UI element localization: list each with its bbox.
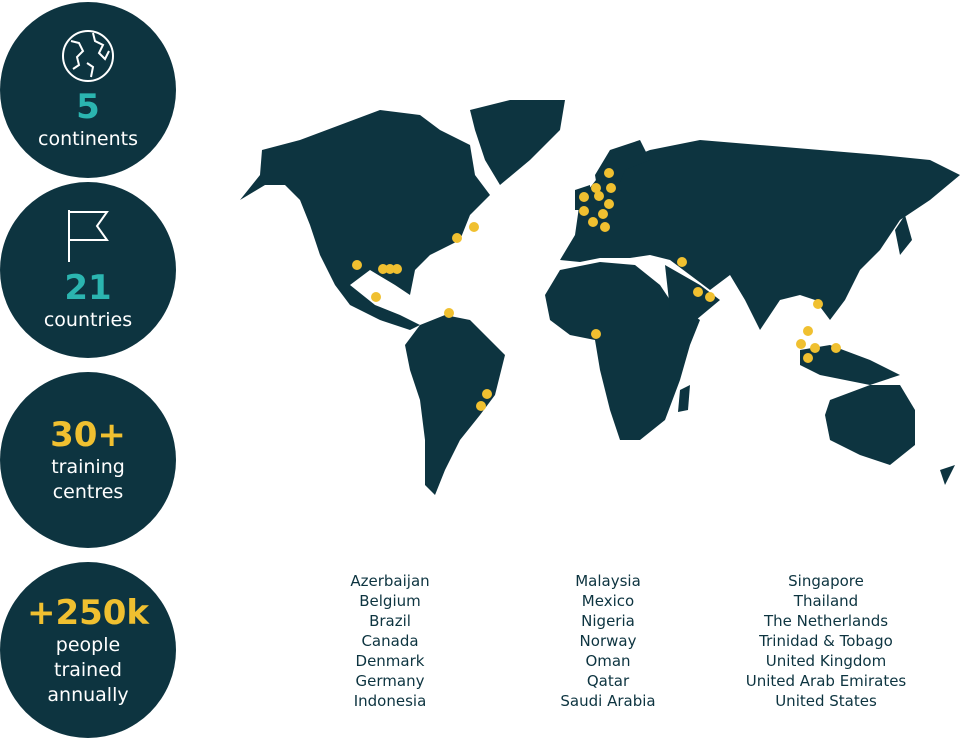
country-name: Thailand [793, 592, 859, 610]
country-name: Qatar [586, 672, 630, 690]
stat-label: training [51, 456, 125, 478]
stat-label: countries [43, 308, 133, 331]
country-name: Norway [579, 632, 637, 650]
stat-value: 5 [76, 86, 100, 127]
country-name: Belgium [359, 592, 421, 610]
country-name: United States [775, 692, 877, 710]
stat-value: +250k [26, 592, 150, 633]
country-name: Mexico [581, 592, 635, 610]
stat-circle: +250k people trained annually [0, 562, 176, 738]
country-name: Azerbaijan [350, 572, 430, 590]
land [240, 100, 960, 495]
world-map [240, 100, 960, 495]
country-name: Singapore [788, 572, 864, 590]
globe-icon [62, 29, 114, 82]
stat-label: annually [47, 683, 129, 706]
stat-value: 21 [64, 267, 112, 308]
country-name: Malaysia [575, 572, 641, 590]
location-dots [352, 168, 841, 411]
country-name: Saudi Arabia [560, 692, 656, 710]
stat-label: continents [38, 127, 138, 150]
stat-value: 30+ [50, 415, 126, 455]
country-name: United Arab Emirates [745, 672, 907, 690]
country-name: Nigeria [581, 612, 635, 630]
country-name: Denmark [355, 652, 425, 670]
country-column: Azerbaijan Belgium Brazil Canada Denmark Germ… [280, 571, 500, 711]
country-name: The Netherlands [763, 612, 889, 630]
stat-circle: 30+ training centres [0, 372, 176, 548]
country-name: Indonesia [353, 692, 427, 710]
stat-label: trained [54, 658, 122, 681]
stat-circle: 21 countries [0, 182, 176, 358]
country-column: Malaysia Mexico Nigeria Norway Oman Qatar Saud… [498, 571, 718, 711]
flag-icon [68, 209, 109, 262]
country-name: Trinidad & Tobago [759, 632, 893, 650]
country-name: United Kingdom [765, 652, 887, 670]
country-name: Canada [361, 632, 419, 650]
stat-label: centres [52, 481, 124, 503]
stat-label: people [55, 633, 121, 656]
country-column: Singapore Thailand The Netherlands Trinidad… [716, 571, 936, 711]
stat-circle: 5 continents [0, 2, 176, 178]
country-name: Germany [355, 672, 425, 690]
country-name: Brazil [369, 612, 411, 630]
country-name: Oman [585, 652, 631, 670]
